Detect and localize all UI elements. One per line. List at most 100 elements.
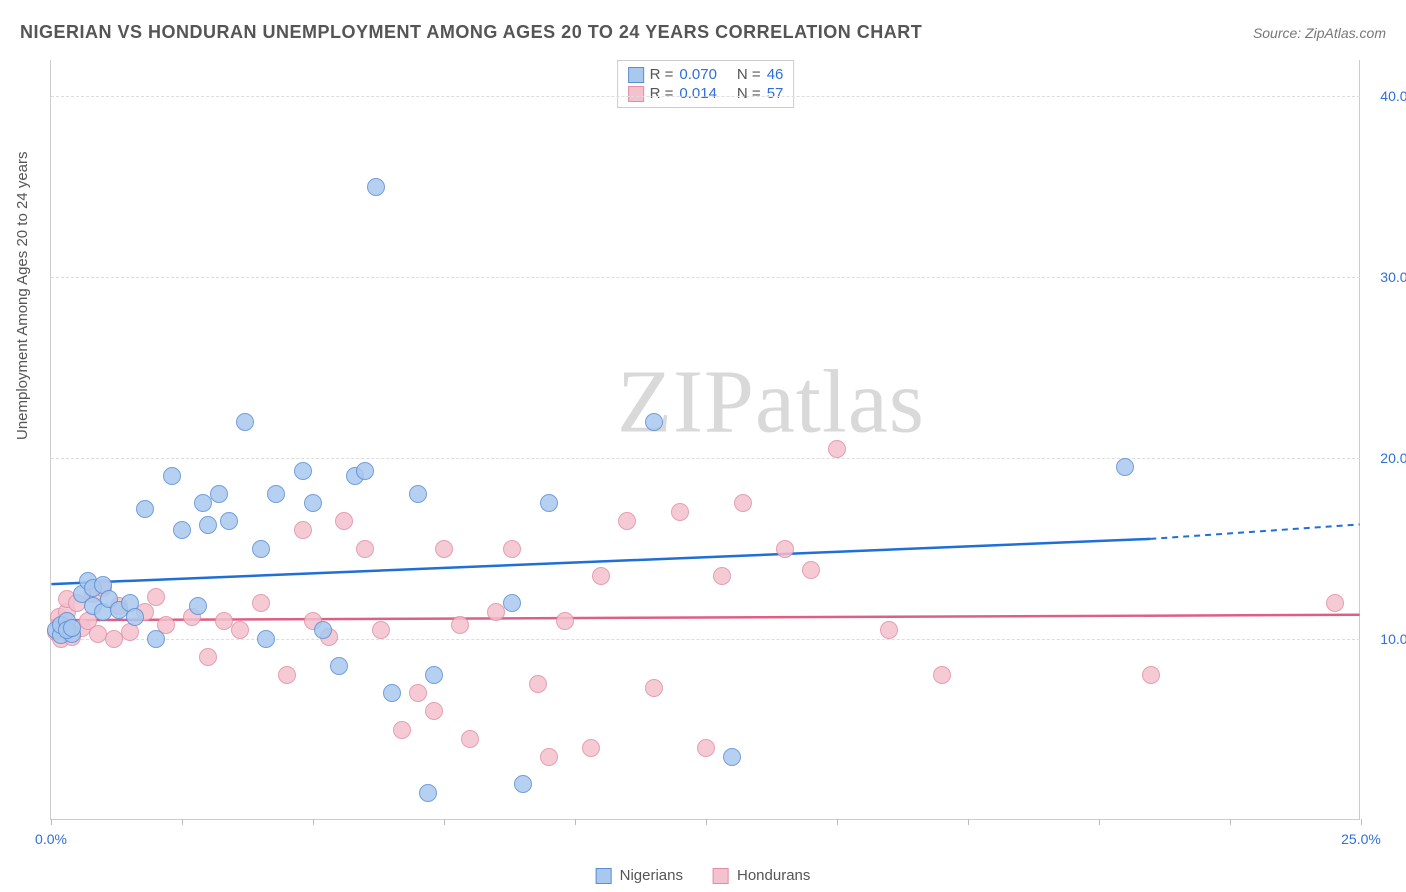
scatter-plot-area: ZIPatlas R = 0.070N = 46R = 0.014N = 57 … [50, 60, 1360, 820]
x-tick [1099, 819, 1100, 825]
data-point [540, 494, 558, 512]
data-point [314, 621, 332, 639]
data-point [304, 494, 322, 512]
data-point [294, 521, 312, 539]
data-point [356, 462, 374, 480]
x-tick-label: 25.0% [1341, 831, 1381, 847]
n-value: 57 [767, 85, 784, 102]
r-value: 0.070 [679, 66, 717, 83]
data-point [136, 500, 154, 518]
data-point [671, 503, 689, 521]
data-point [697, 739, 715, 757]
y-tick-label: 30.0% [1365, 269, 1406, 285]
gridline-horizontal [51, 458, 1360, 459]
legend-item: Hondurans [713, 867, 810, 884]
data-point [199, 516, 217, 534]
x-tick [313, 819, 314, 825]
gridline-horizontal [51, 96, 1360, 97]
legend-swatch [628, 86, 644, 102]
watermark: ZIPatlas [617, 350, 925, 453]
data-point [618, 512, 636, 530]
data-point [514, 775, 532, 793]
data-point [1116, 458, 1134, 476]
data-point [723, 748, 741, 766]
data-point [393, 721, 411, 739]
data-point [252, 540, 270, 558]
data-point [451, 616, 469, 634]
legend-swatch [713, 868, 729, 884]
data-point [933, 666, 951, 684]
x-tick [1361, 819, 1362, 825]
x-tick [968, 819, 969, 825]
data-point [1326, 594, 1344, 612]
x-tick [444, 819, 445, 825]
data-point [503, 594, 521, 612]
data-point [147, 630, 165, 648]
data-point [330, 657, 348, 675]
legend-label: Nigerians [620, 867, 683, 884]
correlation-legend: R = 0.070N = 46R = 0.014N = 57 [617, 60, 795, 108]
data-point [435, 540, 453, 558]
data-point [425, 666, 443, 684]
legend-swatch [596, 868, 612, 884]
data-point [220, 512, 238, 530]
data-point [372, 621, 390, 639]
x-tick [1230, 819, 1231, 825]
legend-stat-row: R = 0.070N = 46 [628, 65, 784, 84]
legend-item: Nigerians [596, 867, 683, 884]
data-point [267, 485, 285, 503]
data-point [236, 413, 254, 431]
data-point [503, 540, 521, 558]
data-point [419, 784, 437, 802]
data-point [645, 679, 663, 697]
data-point [63, 619, 81, 637]
gridline-horizontal [51, 277, 1360, 278]
data-point [529, 675, 547, 693]
data-point [461, 730, 479, 748]
data-point [199, 648, 217, 666]
x-tick-label: 0.0% [35, 831, 67, 847]
data-point [257, 630, 275, 648]
data-point [231, 621, 249, 639]
r-value: 0.014 [679, 85, 717, 102]
x-tick [182, 819, 183, 825]
data-point [383, 684, 401, 702]
trend-lines [51, 60, 1360, 819]
legend-label: Hondurans [737, 867, 810, 884]
legend-swatch [628, 67, 644, 83]
data-point [425, 702, 443, 720]
data-point [540, 748, 558, 766]
data-point [713, 567, 731, 585]
source-attribution: Source: ZipAtlas.com [1253, 25, 1386, 41]
series-legend: Nigerians Hondurans [596, 867, 811, 884]
data-point [409, 485, 427, 503]
data-point [880, 621, 898, 639]
y-tick-label: 20.0% [1365, 450, 1406, 466]
data-point [294, 462, 312, 480]
data-point [582, 739, 600, 757]
n-value: 46 [767, 66, 784, 83]
data-point [592, 567, 610, 585]
data-point [278, 666, 296, 684]
x-tick [575, 819, 576, 825]
gridline-horizontal [51, 639, 1360, 640]
data-point [776, 540, 794, 558]
x-tick [706, 819, 707, 825]
data-point [335, 512, 353, 530]
data-point [828, 440, 846, 458]
data-point [126, 608, 144, 626]
data-point [189, 597, 207, 615]
y-axis-title: Unemployment Among Ages 20 to 24 years [14, 151, 31, 440]
data-point [356, 540, 374, 558]
data-point [734, 494, 752, 512]
x-tick [837, 819, 838, 825]
data-point [147, 588, 165, 606]
data-point [163, 467, 181, 485]
data-point [802, 561, 820, 579]
data-point [210, 485, 228, 503]
data-point [556, 612, 574, 630]
data-point [645, 413, 663, 431]
data-point [1142, 666, 1160, 684]
y-tick-label: 40.0% [1365, 88, 1406, 104]
chart-title: NIGERIAN VS HONDURAN UNEMPLOYMENT AMONG … [20, 22, 922, 43]
